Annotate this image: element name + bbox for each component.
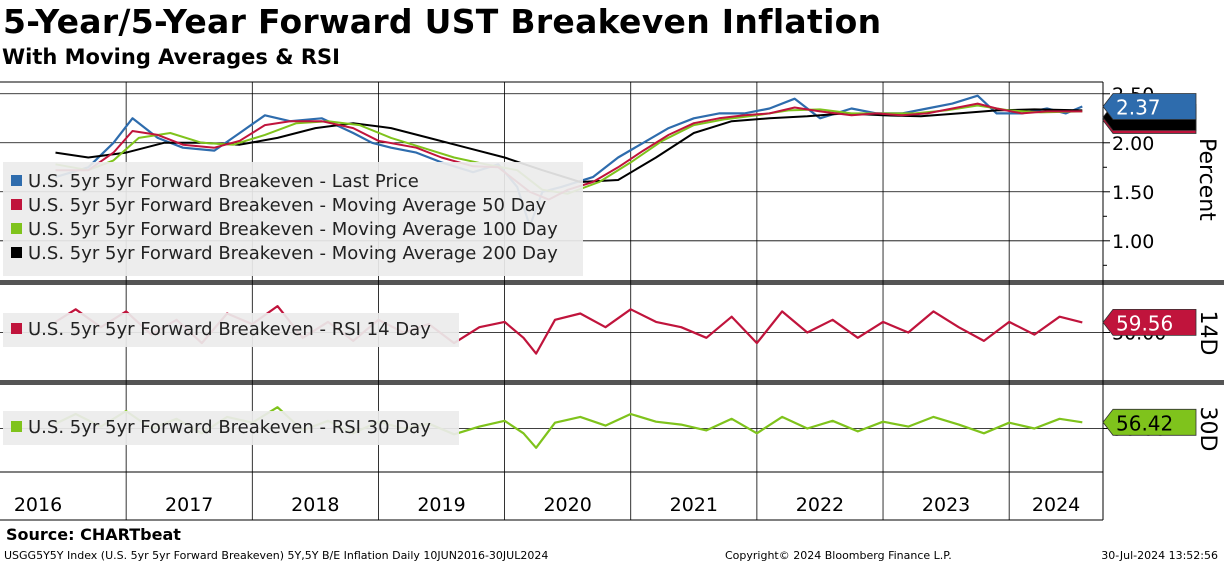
chart-subtitle: With Moving Averages & RSI	[2, 45, 340, 69]
legend-entry: U.S. 5yr 5yr Forward Breakeven - Moving …	[28, 195, 547, 216]
y-axis-label: Percent	[1194, 138, 1219, 221]
legend-entry: U.S. 5yr 5yr Forward Breakeven - Last Pr…	[28, 171, 419, 192]
rsi14-value: 59.56	[1116, 311, 1173, 335]
footer-copyright: Copyright© 2024 Bloomberg Finance L.P.	[725, 549, 952, 562]
x-tick-label: 2018	[291, 494, 339, 516]
footer-index-info: USGG5Y5Y Index (U.S. 5yr 5yr Forward Bre…	[4, 549, 549, 562]
legend-swatch	[11, 223, 22, 234]
footer-timestamp: 30-Jul-2024 13:52:56	[1101, 549, 1218, 562]
x-tick-label: 2019	[417, 494, 465, 516]
x-tick-label: 2022	[796, 494, 844, 516]
rsi14-flag	[1102, 309, 1197, 336]
panel-separator	[0, 380, 1224, 385]
x-tick-label: 2016	[14, 494, 62, 516]
legend-entry: U.S. 5yr 5yr Forward Breakeven - Moving …	[28, 243, 558, 264]
y-tick-label: 1.50	[1112, 182, 1154, 204]
legend-swatch	[11, 247, 22, 258]
panel-separator	[0, 280, 1224, 285]
legend-box	[3, 411, 459, 445]
x-tick-label: 2017	[165, 494, 213, 516]
legend-swatch	[11, 175, 22, 186]
rsi30-flag	[1102, 408, 1197, 436]
legend-box	[3, 313, 459, 347]
x-tick-label: 2021	[670, 494, 718, 516]
legend-swatch	[11, 323, 22, 334]
x-tick-label: 2023	[922, 494, 970, 516]
last-price-flag	[1102, 93, 1197, 120]
legend-entry: U.S. 5yr 5yr Forward Breakeven - RSI 30 …	[28, 417, 431, 438]
legend-swatch	[11, 199, 22, 210]
legend-entry: U.S. 5yr 5yr Forward Breakeven - RSI 14 …	[28, 319, 431, 340]
rsi30-axis-label: 30D	[1195, 407, 1220, 452]
legend-entry: U.S. 5yr 5yr Forward Breakeven - Moving …	[28, 219, 558, 240]
legend-swatch	[11, 421, 22, 432]
x-tick-label: 2024	[1032, 494, 1080, 516]
y-tick-label: 1.00	[1112, 231, 1154, 253]
x-tick-label: 2020	[543, 494, 591, 516]
last-price-value: 2.37	[1116, 96, 1161, 120]
rsi14-axis-label: 14D	[1195, 311, 1220, 356]
source-label: Source: CHARTbeat	[6, 525, 181, 544]
y-tick-label: 2.00	[1112, 133, 1154, 155]
rsi30-value: 56.42	[1116, 411, 1173, 435]
legend-box	[3, 162, 583, 276]
chart-title: 5-Year/5-Year Forward UST Breakeven Infl…	[3, 2, 882, 41]
